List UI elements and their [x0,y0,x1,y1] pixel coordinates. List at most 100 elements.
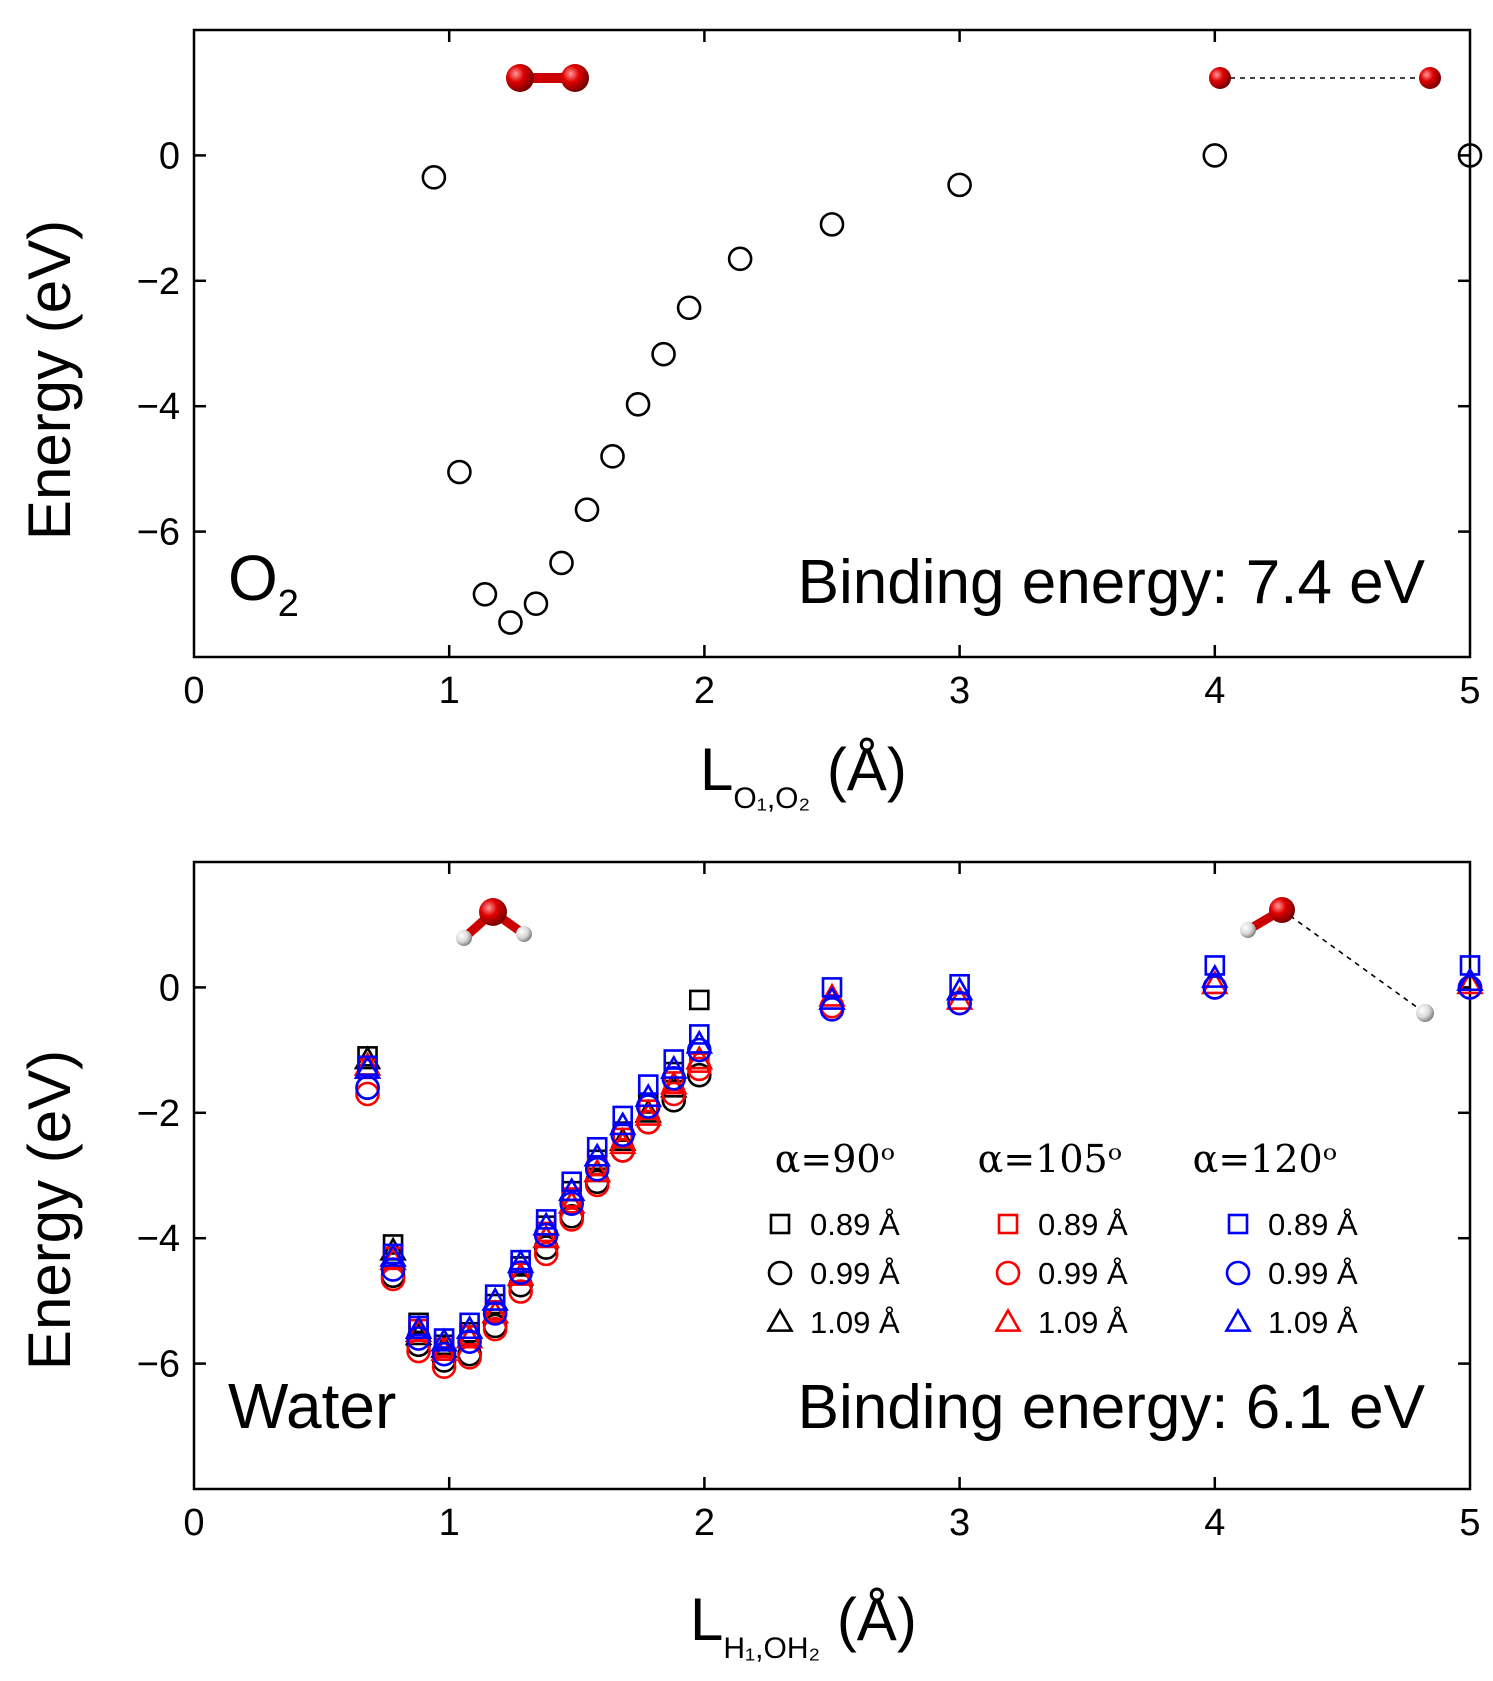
data-point [686,1062,712,1088]
data-point [404,1318,433,1343]
data-point [355,1081,380,1107]
data-point [431,1341,457,1367]
legend-label: 1.09 Å [810,1305,900,1340]
legend-marker-square [1227,1213,1249,1235]
legend-marker-circle [767,1260,793,1286]
x-tick-label: 2 [694,670,715,712]
x-tick-label: 4 [1204,1502,1225,1544]
data-point [688,989,710,1011]
top-x-axis-label: LO₁,O₂ (Å) [700,736,907,815]
bottom-panel: 0 1 2 3 4 5 0 −2 −4 −6 Energy (eV) LH₁,OH₂ (Å) Wa… [16,860,1484,1665]
legend-label: 0.99 Å [810,1256,900,1291]
legend-label: 0.99 Å [1268,1256,1358,1291]
data-point [660,1070,688,1095]
data-point [404,1314,433,1340]
data-point [508,1279,533,1304]
data-point [583,1142,611,1167]
data-point [584,1172,610,1198]
data-point [481,1286,509,1311]
x-tick-label: 0 [183,1502,204,1544]
data-point [625,392,651,417]
top-panel-label: O2 [228,542,299,625]
data-point [1201,970,1229,995]
y-tick-label: −2 [137,1093,180,1135]
top-series-o2 [421,143,1483,635]
legend-label: 1.09 Å [1038,1305,1128,1340]
data-point [498,610,523,635]
data-point [447,459,472,485]
data-point [353,1054,382,1079]
legend-label: 1.09 Å [1268,1305,1358,1340]
data-point [574,497,600,522]
data-point [818,985,846,1010]
legend-marker-circle [1225,1260,1251,1286]
top-binding-energy: Binding energy: 7.4 eV [798,548,1426,617]
data-point [945,976,974,1001]
data-point [584,1156,610,1182]
data-point [533,1241,559,1267]
data-point [557,1177,586,1202]
data-point [455,1314,484,1340]
data-point [688,1024,710,1045]
legend-header-90: α=90ᵒ [775,1137,896,1181]
data-point [481,1299,509,1324]
legend-header-120: α=120ᵒ [1193,1137,1338,1181]
water-bonded-molecule-icon [456,898,532,946]
data-point [947,172,972,198]
data-point [1202,143,1228,168]
x-tick-label: 3 [949,670,970,712]
data-point [1201,963,1229,988]
data-point [1457,143,1483,168]
x-tick-label: 1 [439,670,460,712]
data-point [532,1211,560,1236]
bottom-series-water [353,955,1484,1380]
legend-header-105: α=105ᵒ [978,1137,1123,1181]
bottom-plot-frame [192,860,1472,1491]
bottom-panel-label: Water [228,1370,396,1442]
legend-marker-square [997,1213,1019,1235]
x-tick-label: 0 [183,670,204,712]
data-point [637,1074,659,1095]
data-point [380,1257,406,1282]
data-point [676,295,702,321]
data-point [1204,955,1226,976]
data-point [819,212,845,237]
data-point [535,1209,557,1230]
x-tick-label: 3 [949,1502,970,1544]
y-tick-label: −4 [137,386,180,428]
legend-label: 0.89 Å [1268,1207,1358,1242]
data-point [472,581,498,607]
o2-dissociated-molecule-icon [1209,67,1441,89]
data-point [549,550,574,576]
top-axis-ticks: 0 1 2 3 4 5 0 −2 −4 −6 [137,30,1481,712]
data-point [660,1054,688,1079]
legend-label: 0.99 Å [1038,1256,1128,1291]
bottom-x-axis-label: LH₁,OH₂ (Å) [690,1586,917,1665]
data-point [559,1207,584,1232]
bottom-binding-energy: Binding energy: 6.1 eV [798,1373,1426,1442]
x-tick-label: 2 [694,1502,715,1544]
data-point [559,1191,584,1217]
data-point [379,1242,407,1267]
legend-marker-circle [995,1260,1021,1286]
legend-markers [766,1213,1252,1332]
data-point [523,591,549,617]
data-point [1456,970,1484,995]
x-tick-label: 4 [1204,670,1225,712]
data-point [561,1171,582,1193]
legend-label: 0.89 Å [1038,1207,1128,1242]
top-panel: 0 1 2 3 4 50−2−4−6 Energy (eV) LO₁,O₂ (Å) O2 … [16,28,1483,815]
data-point [600,444,625,469]
legend-marker-triangle [1224,1307,1252,1332]
data-point [431,1354,457,1380]
x-tick-label: 5 [1459,1502,1480,1544]
data-point [1456,967,1484,992]
o2-bonded-molecule-icon [506,64,589,92]
data-point [1459,955,1481,976]
data-point [421,165,447,190]
x-tick-label: 1 [439,1502,460,1544]
data-point [586,1136,608,1158]
y-tick-label: −6 [137,1344,180,1386]
bottom-y-axis-label: Energy (eV) [16,1050,83,1370]
